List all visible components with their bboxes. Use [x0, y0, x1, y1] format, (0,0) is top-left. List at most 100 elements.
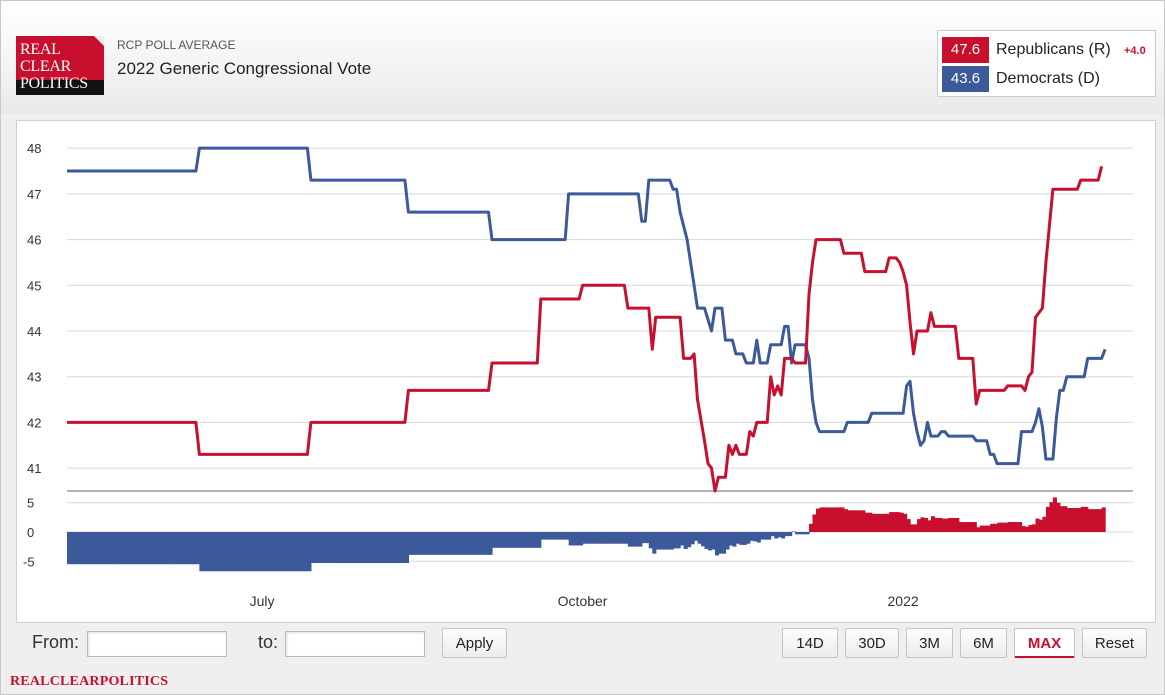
spread-bar [666, 532, 671, 550]
spread-bar [188, 532, 194, 565]
range-30d-button[interactable]: 30D [845, 628, 899, 658]
spread-bar [878, 513, 883, 532]
to-date-input[interactable] [285, 631, 425, 657]
spread-bar [446, 532, 451, 555]
spread-bar [1101, 507, 1106, 532]
spread-bar [436, 532, 441, 555]
spread-bar [1042, 516, 1047, 532]
range-14d-button[interactable]: 14D [782, 628, 838, 658]
spread-bar [356, 532, 361, 564]
spread-bar [241, 532, 246, 572]
spread-bar [704, 532, 709, 549]
spread-bar [251, 532, 256, 572]
spread-bar [903, 513, 908, 532]
chart-svg[interactable]: 41 42 43 44 45 46 47 48 5 0 -5 July October 2022 [17, 121, 1155, 622]
spread-bar [889, 512, 894, 532]
spread-bar [941, 518, 946, 532]
spread-bar [606, 532, 612, 544]
spread-bar [972, 522, 977, 532]
spread-bar [596, 532, 601, 544]
logo-line-1: REAL [20, 41, 61, 58]
spread-bar [324, 532, 329, 564]
spread-bar [1056, 502, 1061, 532]
spread-bar [1025, 526, 1030, 532]
spread-bar [798, 532, 803, 535]
spread-bar [732, 532, 737, 547]
spread-bar [168, 532, 173, 565]
spread-bar [690, 532, 695, 545]
spread-bar [1014, 522, 1019, 532]
spread-bar [937, 517, 942, 532]
spread-bar [467, 532, 472, 555]
spread-bar [913, 524, 918, 532]
spread-bar [781, 532, 786, 539]
spread-bar [1007, 522, 1012, 532]
spread-bar [1035, 518, 1040, 532]
spread-bar [993, 523, 998, 532]
republican-series-line [67, 166, 1104, 493]
spread-bar [756, 532, 761, 543]
spread-bar [917, 519, 922, 532]
spread-bar [387, 532, 392, 564]
chart-area[interactable]: 41 42 43 44 45 46 47 48 5 0 -5 July October 2022 [16, 120, 1156, 623]
spread-bar [1080, 506, 1085, 532]
spread-bar [70, 532, 75, 565]
spread-bar [143, 532, 148, 565]
spread-bar [885, 513, 890, 532]
republican-value-badge: 47.6 [942, 37, 989, 63]
spread-bar [373, 532, 378, 564]
spread-bar [411, 532, 416, 555]
spread-bar [509, 532, 514, 548]
y-tick-label: 47 [27, 187, 41, 202]
spread-bar [443, 532, 448, 555]
spread-bar [613, 532, 619, 544]
spread-bar [258, 532, 263, 572]
spread-bar [871, 513, 876, 532]
spread-tick-label: 0 [27, 525, 34, 540]
range-6m-button[interactable]: 6M [960, 628, 1007, 658]
spread-bar [202, 532, 207, 572]
spread-bar [725, 532, 730, 550]
reset-button[interactable]: Reset [1082, 628, 1147, 658]
y-tick-label: 48 [27, 141, 41, 156]
spread-bar [488, 532, 493, 555]
spread-bar [161, 532, 166, 565]
spread-bar [676, 532, 681, 549]
spread-bar [965, 522, 970, 532]
spread-bar [223, 532, 228, 572]
spread-bar [80, 532, 86, 565]
spread-bar [1018, 522, 1023, 532]
spread-bar [331, 532, 336, 564]
spread-bar [276, 532, 281, 572]
spread-bar [464, 532, 469, 555]
spread-bar [303, 532, 308, 572]
spread-bar [505, 532, 511, 548]
spread-bar [425, 532, 430, 555]
spread-bar [833, 507, 838, 532]
spread-bar [652, 532, 657, 554]
spread-bar [910, 524, 915, 532]
spread-bar [694, 532, 699, 541]
spread-bar [349, 532, 354, 564]
spread-bar [875, 513, 880, 532]
spread-bar [397, 532, 403, 564]
spread-value: +4.0 [1124, 45, 1146, 57]
spread-bar [1087, 509, 1092, 532]
spread-bar [307, 532, 312, 572]
range-3m-button[interactable]: 3M [906, 628, 953, 658]
spread-bar [481, 532, 486, 555]
spread-bar [317, 532, 322, 564]
democrat-label: Democrats (D) [996, 70, 1101, 87]
spread-bar [582, 532, 587, 544]
spread-bar [314, 532, 319, 564]
spread-bar [983, 525, 988, 532]
spread-bar [788, 532, 793, 537]
spread-bar [850, 510, 855, 532]
apply-button[interactable]: Apply [442, 628, 507, 658]
from-date-input[interactable] [87, 631, 227, 657]
spread-bar [868, 512, 873, 532]
spread-bar [892, 512, 897, 532]
spread-tick-label: -5 [23, 554, 35, 569]
spread-bar [836, 507, 841, 532]
range-max-button[interactable]: MAX [1014, 628, 1075, 658]
